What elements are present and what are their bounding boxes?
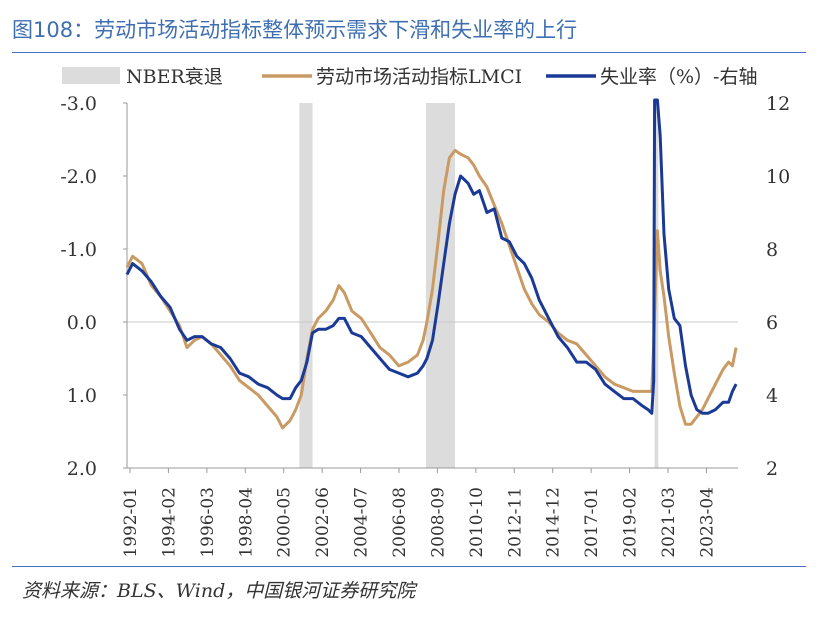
chart-svg: -3.0 -2.0 -1.0 0.0 1.0 2.0 12 10 8 6 4 2 1992-01 1994… [60, 66, 790, 558]
lmci-line [125, 148, 738, 430]
left-tick-label: 2.0 [67, 458, 97, 480]
recession-band [299, 103, 313, 468]
figure-title: 图108：劳动市场活动指标整体预示需求下滑和失业率的上行 [12, 18, 578, 42]
x-tick-label: 2019-02 [621, 487, 641, 558]
left-tick-label: 0.0 [67, 312, 97, 334]
axes: -3.0 -2.0 -1.0 0.0 1.0 2.0 12 10 8 6 4 2 1992-01 1994… [60, 93, 790, 558]
series-lines [125, 98, 738, 430]
x-tick-label: 2023-04 [697, 487, 717, 558]
right-tick-label: 8 [766, 239, 778, 261]
right-tick-label: 6 [766, 312, 778, 334]
legend: NBER衰退 劳动市场活动指标LMCI 失业率（%）-右轴 [62, 66, 757, 88]
x-tick-label: 2010-10 [467, 487, 487, 558]
right-tick-label: 4 [766, 385, 778, 407]
left-tick-label: -2.0 [60, 166, 97, 188]
recession-bands [299, 103, 659, 468]
title-rule [12, 52, 806, 53]
x-tick-label: 2017-01 [582, 487, 602, 558]
right-tick-label: 12 [766, 93, 790, 115]
x-tick-label: 2000-05 [275, 487, 295, 558]
left-tick-label: -1.0 [60, 239, 97, 261]
x-tick-label: 1994-02 [159, 487, 179, 558]
legend-label: 失业率（%）-右轴 [600, 66, 757, 88]
x-tick-label: 2002-06 [313, 487, 333, 558]
legend-label: NBER衰退 [126, 66, 223, 88]
x-tick-label: 1998-04 [236, 487, 256, 558]
x-tick-label: 2014-12 [544, 487, 564, 558]
right-tick-label: 10 [766, 166, 790, 188]
legend-swatch-recession [62, 67, 120, 84]
x-tick-label: 1992-01 [121, 487, 141, 558]
x-tick-label: 1996-03 [198, 487, 218, 558]
x-tick-label: 2006-08 [390, 487, 410, 558]
legend-label: 劳动市场活动指标LMCI [316, 66, 522, 88]
x-tick-label: 2004-07 [352, 487, 372, 558]
x-tick-label: 2012-11 [505, 487, 525, 558]
left-tick-label: 1.0 [67, 385, 97, 407]
source-rule [12, 566, 806, 567]
right-tick-label: 2 [766, 458, 778, 480]
x-tick-label: 2008-09 [428, 487, 448, 558]
left-tick-label: -3.0 [60, 93, 97, 115]
unemployment-line [125, 98, 738, 415]
x-tick-label: 2021-03 [659, 487, 679, 558]
source-note: 资料来源：BLS、Wind，中国银河证券研究院 [22, 580, 416, 602]
